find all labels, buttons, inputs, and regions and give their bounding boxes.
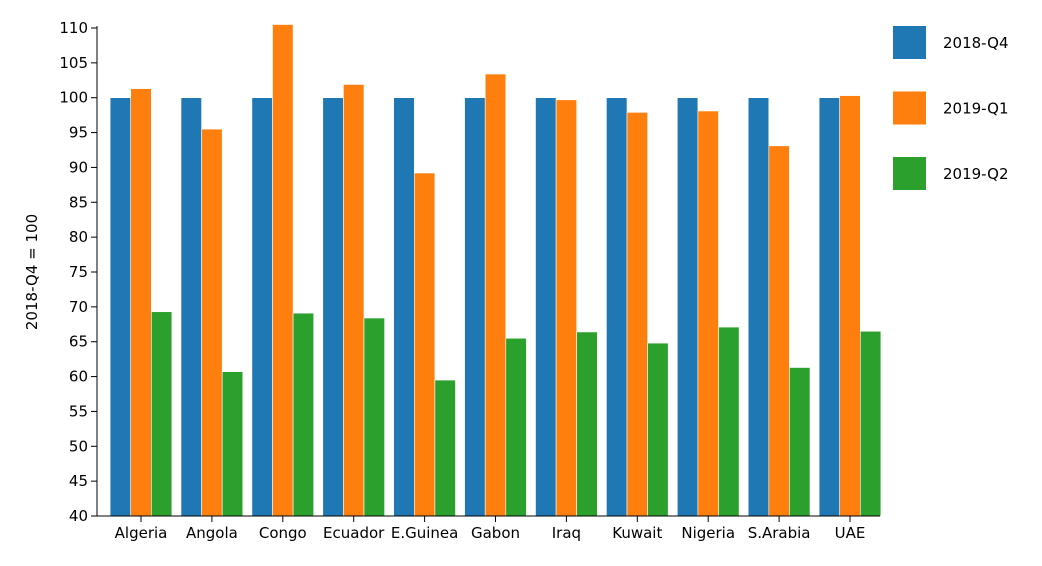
bar-kuwait-2019-q1 xyxy=(626,112,648,517)
y-axis-title: 2018-Q4 = 100 xyxy=(23,214,41,330)
bar-gabon-2019-q1 xyxy=(484,73,507,517)
y-tick-label: 105 xyxy=(59,54,88,72)
x-tick-label: Congo xyxy=(259,524,307,542)
bar-uae-2018-q4 xyxy=(818,97,840,517)
y-tick-label: 85 xyxy=(69,193,88,211)
x-tick-label: Angola xyxy=(186,524,238,542)
bar-congo-2019-q2 xyxy=(292,312,315,517)
bar-s-arabia-2019-q1 xyxy=(768,145,790,517)
x-tick-label: UAE xyxy=(835,524,866,542)
y-tick-label: 50 xyxy=(69,437,88,455)
bar-algeria-2019-q1 xyxy=(130,88,152,517)
y-tick-label: 110 xyxy=(59,19,88,37)
bar-algeria-2019-q2 xyxy=(151,311,173,517)
bar-e-guinea-2019-q2 xyxy=(434,379,456,517)
bar-algeria-2018-q4 xyxy=(109,97,131,517)
y-tick-label: 65 xyxy=(69,333,88,351)
bar-ecuador-2018-q4 xyxy=(322,97,344,517)
y-tick-label: 55 xyxy=(69,402,88,420)
bar-nigeria-2019-q1 xyxy=(697,110,719,517)
y-tick-label: 75 xyxy=(69,263,88,281)
bar-nigeria-2018-q4 xyxy=(676,97,699,517)
bar-ecuador-2019-q1 xyxy=(343,84,365,517)
y-axis: 40 45 50 55 60 65 70 75 80 85 90 95 100 105 110 xyxy=(59,19,98,525)
bar-e-guinea-2018-q4 xyxy=(393,97,415,517)
legend-swatch-2019-q1 xyxy=(893,91,926,125)
y-tick-label: 80 xyxy=(69,228,88,246)
x-tick-label: E.Guinea xyxy=(391,524,458,542)
bar-s-arabia-2019-q2 xyxy=(789,367,811,517)
legend-label-2019-q1: 2019-Q1 xyxy=(943,100,1009,118)
bar-s-arabia-2018-q4 xyxy=(747,97,770,517)
legend-swatch-2019-q2 xyxy=(893,157,926,190)
x-tick-label: Iraq xyxy=(552,524,581,542)
y-tick-label: 95 xyxy=(69,124,88,142)
bar-kuwait-2018-q4 xyxy=(606,97,628,517)
bar-gabon-2018-q4 xyxy=(464,97,486,517)
x-tick-label: Ecuador xyxy=(323,524,385,542)
legend-label-2019-q2: 2019-Q2 xyxy=(943,165,1009,183)
y-tick-label: 100 xyxy=(59,89,88,107)
y-tick-label: 90 xyxy=(69,158,88,176)
bar-e-guinea-2019-q1 xyxy=(413,172,436,517)
bar-iraq-2019-q2 xyxy=(576,331,598,517)
y-tick-label: 60 xyxy=(69,368,88,386)
x-axis: Algeria Angola Congo Ecuador E.Guinea Gabon Ir… xyxy=(97,515,880,542)
x-tick-label: Nigeria xyxy=(681,524,735,542)
bar-ecuador-2019-q2 xyxy=(363,317,385,517)
bar-congo-2018-q4 xyxy=(251,97,273,517)
bar-nigeria-2019-q2 xyxy=(718,326,740,517)
bar-iraq-2019-q1 xyxy=(555,99,577,517)
bar-angola-2018-q4 xyxy=(180,97,202,517)
bars-group xyxy=(109,24,882,517)
y-tick-label: 70 xyxy=(69,298,88,316)
bar-angola-2019-q1 xyxy=(201,128,223,517)
bar-congo-2019-q1 xyxy=(272,24,294,517)
x-tick-label: S.Arabia xyxy=(748,524,811,542)
y-tick-label: 45 xyxy=(69,472,88,490)
x-tick-label: Algeria xyxy=(115,524,168,542)
y-tick-label: 40 xyxy=(69,507,88,525)
bar-angola-2019-q2 xyxy=(221,371,244,517)
bar-uae-2019-q1 xyxy=(839,95,861,517)
legend: 2018-Q4 2019-Q1 2019-Q2 xyxy=(893,26,1009,190)
x-tick-label: Gabon xyxy=(471,524,520,542)
bar-uae-2019-q2 xyxy=(859,330,882,517)
bar-iraq-2018-q4 xyxy=(535,97,557,517)
bar-gabon-2019-q2 xyxy=(505,337,527,517)
legend-swatch-2018-q4 xyxy=(893,26,926,59)
bar-kuwait-2019-q2 xyxy=(647,342,669,517)
legend-label-2018-q4: 2018-Q4 xyxy=(943,34,1009,52)
x-tick-label: Kuwait xyxy=(612,524,662,542)
